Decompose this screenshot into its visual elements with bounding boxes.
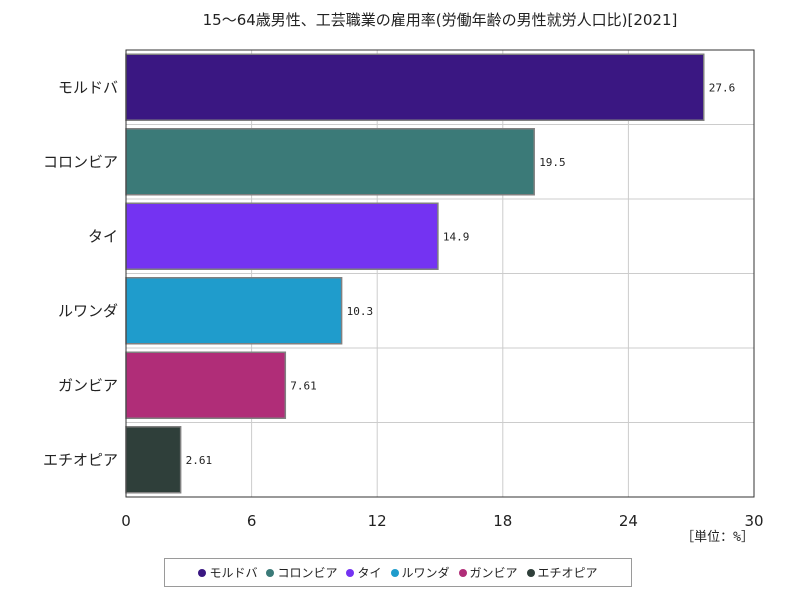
legend-item: ガンビア: [458, 564, 518, 581]
value-labels: 27.6 19.5 14.9 10.3 7.61 2.61: [186, 81, 736, 467]
bar-chart: 15～64歳男性、工芸職業の雇用率(労働年齢の男性就労人口比)[2021] モル…: [43, 11, 764, 545]
bars: [125, 53, 705, 494]
legend-item: ルワンダ: [390, 564, 450, 581]
legend-marker: [266, 568, 275, 577]
legend-item: モルドバ: [198, 564, 257, 581]
plot-frame: [125, 49, 755, 498]
legend-label: モルドバ: [209, 566, 258, 580]
legend-marker: [458, 568, 467, 577]
category-label: タイ: [88, 227, 118, 245]
value-label: 19.5: [539, 156, 566, 169]
value-label: 27.6: [709, 81, 736, 94]
legend-item: コロンビア: [266, 564, 337, 581]
legend-label: タイ: [357, 566, 382, 580]
x-tick-label: 12: [368, 512, 387, 530]
category-label: エチオピア: [43, 451, 118, 469]
category-label: モルドバ: [58, 78, 118, 96]
x-tick-label: 6: [247, 512, 257, 530]
value-label: 14.9: [443, 230, 470, 243]
value-label: 2.61: [186, 454, 213, 467]
legend-marker: [390, 568, 399, 577]
x-tick-label: 30: [744, 512, 763, 530]
legend-label: ルワンダ: [401, 566, 450, 580]
x-tick-label: 0: [121, 512, 131, 530]
bar: [125, 351, 287, 419]
x-tick-label: 18: [493, 512, 512, 530]
bar: [125, 426, 182, 494]
category-label: ルワンダ: [58, 302, 118, 320]
value-label: 10.3: [347, 305, 374, 318]
bar: [125, 128, 535, 196]
chart-title: 15～64歳男性、工芸職業の雇用率(労働年齢の男性就労人口比)[2021]: [203, 11, 678, 29]
bar: [125, 202, 439, 270]
legend-marker: [526, 568, 535, 577]
legend-item: タイ: [346, 564, 382, 581]
legend-item: エチオピア: [526, 564, 598, 581]
value-label: 7.61: [290, 379, 317, 392]
bar: [125, 53, 705, 121]
legend-marker: [346, 568, 355, 577]
legend-label: コロンビア: [277, 566, 338, 580]
legend-marker: [198, 568, 207, 577]
x-tick-label: 24: [619, 512, 638, 530]
bar: [125, 277, 343, 345]
category-label: ガンビア: [58, 376, 118, 394]
legend-label: エチオピア: [537, 566, 598, 580]
category-label: コロンビア: [43, 153, 118, 171]
unit-label: ［単位：%］: [681, 529, 754, 545]
gridlines: [125, 50, 755, 497]
x-tick-labels: 0 6 12 18 24 30: [121, 512, 763, 530]
legend: モルドバ コロンビア タイ ルワンダ ガンビア エチオピア: [164, 558, 632, 587]
legend-label: ガンビア: [469, 566, 518, 580]
